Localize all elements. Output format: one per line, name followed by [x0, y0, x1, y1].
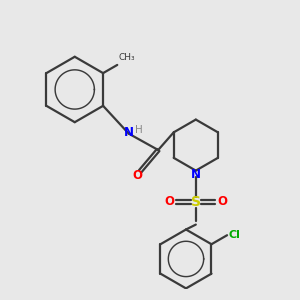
Text: O: O	[132, 169, 142, 182]
Text: N: N	[191, 168, 201, 181]
Text: H: H	[135, 125, 143, 135]
Text: CH₃: CH₃	[119, 53, 136, 62]
Text: N: N	[124, 125, 134, 139]
Text: O: O	[164, 195, 174, 208]
Text: S: S	[191, 195, 201, 209]
Text: Cl: Cl	[229, 230, 241, 240]
Text: O: O	[218, 195, 228, 208]
